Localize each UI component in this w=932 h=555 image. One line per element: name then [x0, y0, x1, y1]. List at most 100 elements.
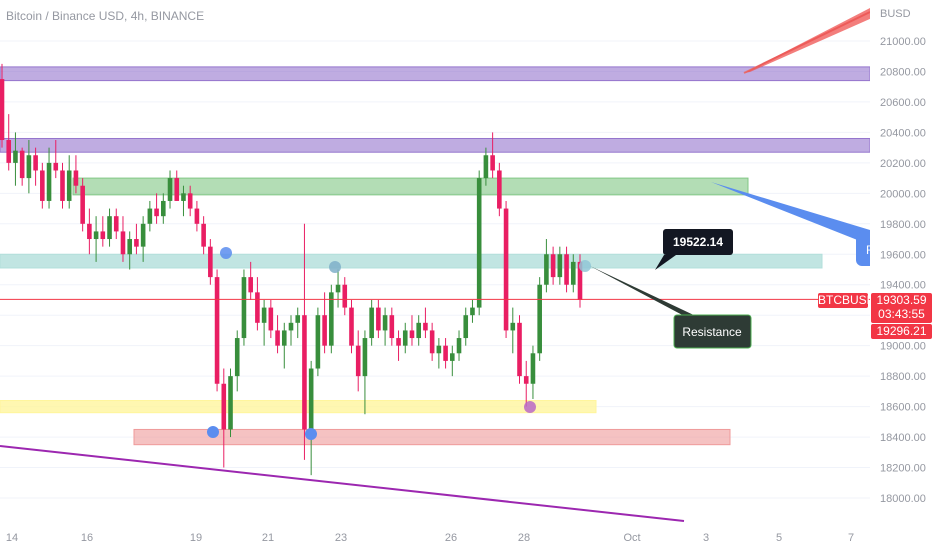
candle[interactable]	[416, 315, 421, 346]
candle[interactable]	[409, 315, 415, 346]
zone-green-supply[interactable]	[72, 177, 749, 196]
candle[interactable]	[295, 307, 301, 339]
candle[interactable]	[483, 147, 489, 186]
candle[interactable]	[80, 178, 85, 232]
candle[interactable]	[490, 132, 495, 179]
candle[interactable]	[93, 216, 99, 262]
candle[interactable]	[288, 315, 294, 346]
zone-red-demand[interactable]	[133, 428, 731, 446]
candle[interactable]	[544, 239, 549, 293]
candle[interactable]	[470, 299, 475, 323]
candle[interactable]	[315, 307, 321, 377]
price-callout-box[interactable]	[663, 229, 733, 255]
candle[interactable]	[564, 246, 569, 293]
candle[interactable]	[503, 200, 509, 339]
marker-circle[interactable]	[207, 426, 219, 438]
candle[interactable]	[463, 307, 469, 346]
candle[interactable]	[308, 360, 314, 476]
candle[interactable]	[40, 162, 45, 209]
candle[interactable]	[194, 200, 200, 232]
marker-circle[interactable]	[579, 260, 591, 272]
candle[interactable]	[6, 114, 12, 171]
candle[interactable]	[120, 216, 126, 262]
candle[interactable]	[349, 299, 354, 354]
candle[interactable]	[53, 140, 59, 179]
candle[interactable]	[396, 330, 401, 361]
candle[interactable]	[214, 269, 220, 392]
candle[interactable]	[26, 140, 32, 194]
candle[interactable]	[302, 223, 307, 460]
candle[interactable]	[33, 147, 38, 186]
zone-purple-upper[interactable]	[0, 66, 871, 82]
candle[interactable]	[140, 216, 146, 262]
candle[interactable]	[517, 315, 522, 384]
candle[interactable]	[167, 170, 173, 209]
candle[interactable]	[255, 277, 260, 331]
candle[interactable]	[443, 338, 448, 369]
candle[interactable]	[19, 147, 25, 186]
candle[interactable]	[113, 208, 119, 240]
candle[interactable]	[497, 162, 502, 217]
candle[interactable]	[369, 299, 374, 346]
candle[interactable]	[275, 315, 280, 354]
candle[interactable]	[46, 147, 52, 209]
candle[interactable]	[87, 208, 92, 255]
candle[interactable]	[181, 185, 186, 217]
candle[interactable]	[281, 322, 287, 369]
candle[interactable]	[510, 307, 516, 354]
candle[interactable]	[550, 246, 556, 285]
resistance-callout-box[interactable]	[673, 314, 752, 349]
candle[interactable]	[429, 322, 435, 361]
candle[interactable]	[382, 307, 388, 346]
marker-circle[interactable]	[524, 401, 536, 413]
candle[interactable]	[100, 216, 106, 247]
candle[interactable]	[147, 200, 153, 232]
candle[interactable]	[355, 330, 361, 392]
candle[interactable]	[127, 231, 132, 270]
zone-purple-lower[interactable]	[0, 137, 871, 153]
price-axis[interactable]: BUSD 21000.00 20800.00 20600.00 20400.00 202…	[870, 0, 932, 550]
zone-yellow-support[interactable]	[0, 400, 597, 414]
candle[interactable]	[201, 216, 206, 255]
candle[interactable]	[221, 368, 227, 468]
candle[interactable]	[208, 239, 213, 285]
candle[interactable]	[322, 292, 327, 354]
candle[interactable]	[456, 330, 462, 361]
candle[interactable]	[436, 338, 442, 369]
candle[interactable]	[523, 360, 529, 407]
candle[interactable]	[268, 299, 274, 339]
candle[interactable]	[187, 185, 193, 217]
candle[interactable]	[261, 299, 267, 346]
candle[interactable]	[329, 284, 334, 354]
candle[interactable]	[389, 307, 395, 346]
candle[interactable]	[376, 299, 381, 339]
candle[interactable]	[228, 368, 233, 438]
candle[interactable]	[174, 170, 180, 201]
candle[interactable]	[342, 277, 348, 316]
candle[interactable]	[423, 307, 428, 339]
candle[interactable]	[557, 246, 563, 285]
candle[interactable]	[134, 223, 139, 255]
candle[interactable]	[530, 345, 536, 399]
marker-circle[interactable]	[305, 428, 317, 440]
candle[interactable]	[66, 155, 72, 209]
candle[interactable]	[107, 208, 112, 247]
candle[interactable]	[13, 132, 18, 186]
candle[interactable]	[73, 155, 79, 194]
candle[interactable]	[476, 170, 482, 316]
candle[interactable]	[154, 193, 159, 224]
candle[interactable]	[537, 277, 542, 361]
candle[interactable]	[570, 254, 576, 293]
candle[interactable]	[161, 193, 166, 224]
candle[interactable]	[241, 269, 247, 346]
candle[interactable]	[450, 345, 455, 377]
candle[interactable]	[402, 322, 408, 354]
descending-trendline[interactable]	[0, 445, 685, 522]
candle[interactable]	[362, 330, 368, 415]
candle[interactable]	[248, 261, 253, 300]
marker-circle[interactable]	[220, 247, 232, 259]
candle[interactable]	[335, 269, 341, 308]
zone-teal-resistance[interactable]	[0, 253, 823, 269]
candle[interactable]	[60, 162, 65, 209]
marker-circle[interactable]	[329, 261, 341, 273]
